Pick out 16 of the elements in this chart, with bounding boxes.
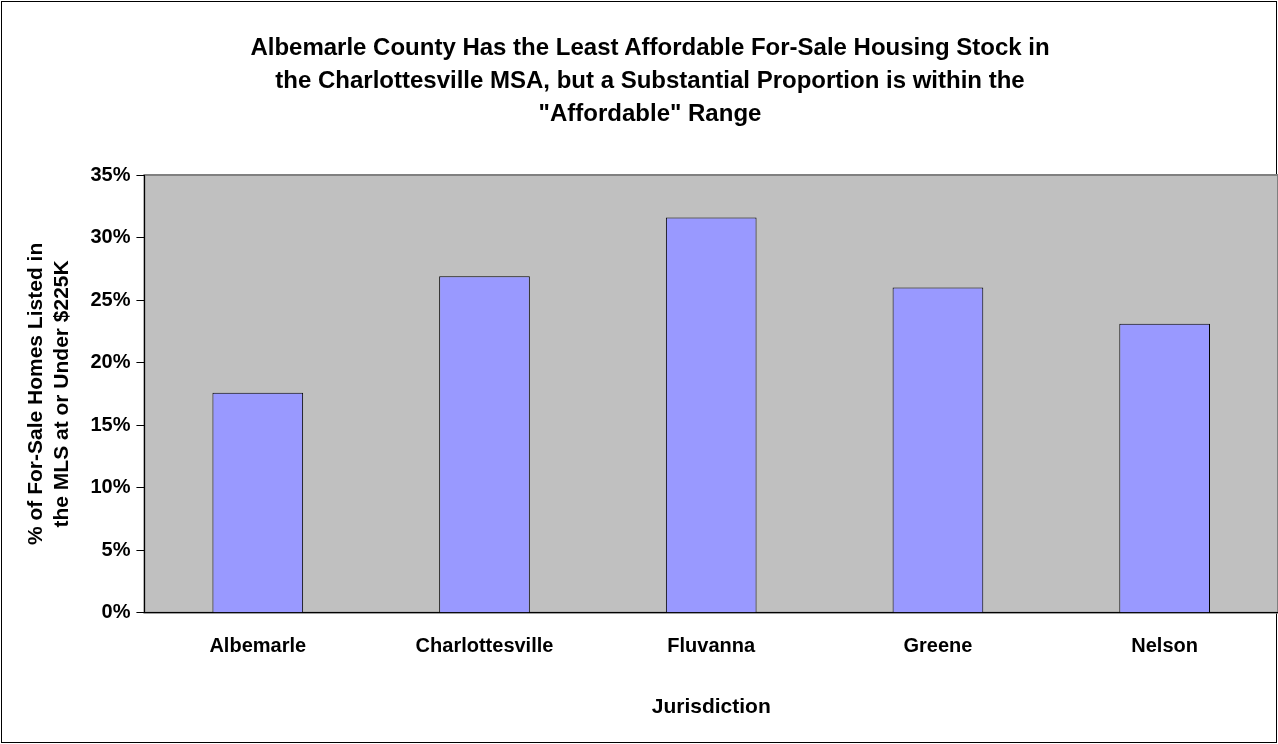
x-tick-label: Nelson (1131, 634, 1198, 657)
y-axis-title: % of For-Sale Homes Listed in the MLS at or Under $225K (23, 242, 72, 546)
chart-title: Albemarle County Has the Least Affordable For-Sale Housing Stock in the Charlottesville MSA, but a Substantial Proportion is within the "Affordable" Range (249, 32, 1051, 128)
y-tick-label: 0% (101, 600, 131, 623)
y-tick-label: 10% (90, 475, 131, 498)
y-tick-label: 20% (90, 350, 131, 373)
y-tick-label: 15% (90, 412, 131, 435)
x-axis-title: Jurisdiction (651, 694, 771, 718)
x-tick-label: Greene (903, 634, 973, 657)
x-tick-label: Fluvanna (667, 634, 756, 657)
y-tick-label: 30% (90, 225, 131, 248)
x-tick-label: Charlottesville (415, 634, 554, 657)
y-tick-label: 25% (90, 287, 131, 310)
y-tick-label: 5% (101, 537, 131, 560)
x-tick-label: Albemarle (209, 634, 307, 657)
y-tick-label: 35% (90, 162, 131, 185)
